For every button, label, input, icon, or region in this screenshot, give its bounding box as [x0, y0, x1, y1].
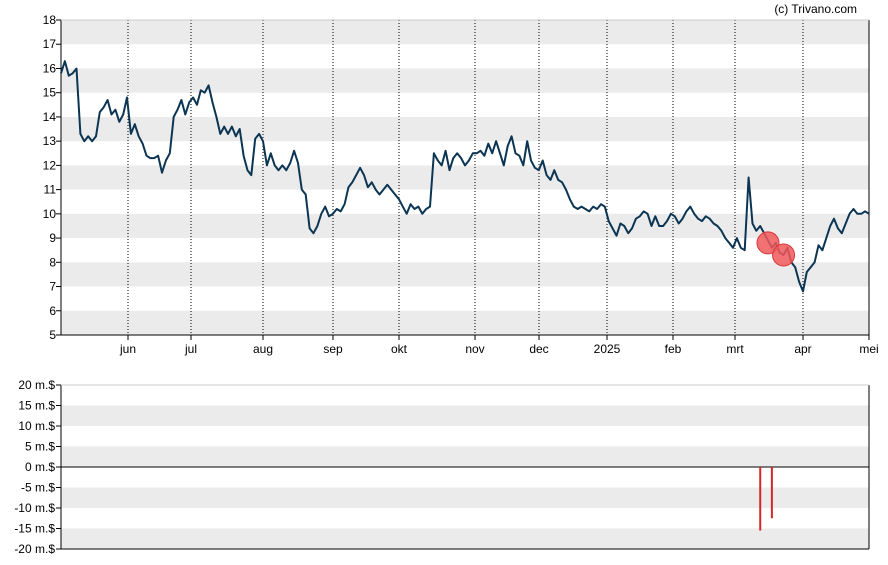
- price-y-tick-label: 11: [44, 183, 57, 197]
- price-x-tick-label: aug: [253, 342, 273, 356]
- volume-y-tick-label: -15 m.$: [14, 522, 55, 536]
- price-band: [61, 116, 869, 142]
- price-band: [61, 68, 869, 93]
- price-y-tick-label: 7: [49, 280, 56, 294]
- volume-y-tick-label: -10 m.$: [14, 501, 55, 515]
- volume-y-tick-label: 20 m.$: [18, 378, 55, 392]
- price-x-tick-label: dec: [529, 342, 548, 356]
- price-y-tick-label: 15: [43, 86, 57, 100]
- volume-band: [61, 528, 869, 549]
- volume-band: [61, 446, 869, 467]
- price-y-tick-label: 14: [43, 110, 57, 124]
- volume-panel-bars: [759, 467, 773, 531]
- price-x-tick-label: feb: [665, 342, 682, 356]
- price-y-tick-label: 16: [43, 61, 57, 75]
- price-x-tick-label: nov: [465, 342, 484, 356]
- price-band: [61, 213, 869, 239]
- price-panel-y-tick-labels: 5 6 7 8 9 10 11 12 13 14 15 16 17 18: [43, 13, 61, 342]
- signal-marker: [756, 231, 780, 255]
- price-y-tick-label: 10: [43, 207, 57, 221]
- credit-label: (c) Trivano.com: [774, 2, 857, 16]
- price-y-tick-label: 17: [43, 37, 57, 51]
- volume-y-tick-label: 0 m.$: [25, 460, 55, 474]
- price-panel-bands: [61, 20, 869, 335]
- volume-panel-axes: [60, 384, 870, 550]
- price-y-tick-label: 5: [49, 328, 56, 342]
- price-x-tick-label: apr: [794, 342, 811, 356]
- signal-markers: [756, 231, 796, 267]
- price-x-tick-label: jun: [119, 342, 136, 356]
- volume-y-tick-label: 10 m.$: [18, 419, 55, 433]
- signal-marker: [772, 243, 796, 267]
- volume-panel-y-tick-labels: -20 m.$ -15 m.$ -10 m.$ -5 m.$ 0 m.$ 5 m.$ 10 …: [14, 378, 61, 556]
- price-x-tick-label: 2025: [594, 342, 621, 356]
- price-band: [61, 310, 869, 335]
- price-y-tick-label: 12: [43, 158, 57, 172]
- volume-band: [61, 405, 869, 426]
- price-x-tick-label: sep: [323, 342, 343, 356]
- volume-y-tick-label: 5 m.$: [25, 440, 55, 454]
- volume-y-tick-label: -20 m.$: [14, 542, 55, 556]
- price-y-tick-label: 8: [49, 255, 56, 269]
- price-panel-x-tick-labels: jun jul aug sep okt nov dec 2025 feb mrt apr mei: [119, 335, 879, 356]
- price-x-tick-label: jul: [184, 342, 197, 356]
- price-band: [61, 165, 869, 190]
- price-band: [61, 20, 869, 45]
- volume-band: [61, 487, 869, 508]
- price-y-tick-label: 6: [49, 304, 56, 318]
- price-y-tick-label: 13: [43, 134, 57, 148]
- price-y-tick-label: 9: [49, 231, 56, 245]
- volume-panel-bands: [61, 405, 869, 549]
- price-band: [61, 262, 869, 287]
- price-x-tick-label: okt: [391, 342, 408, 356]
- price-y-tick-label: 18: [43, 13, 57, 27]
- volume-y-tick-label: -5 m.$: [21, 481, 55, 495]
- volume-y-tick-label: 15 m.$: [18, 399, 55, 413]
- price-x-tick-label: mei: [859, 342, 878, 356]
- price-series-line: [60, 60, 870, 293]
- price-x-tick-label: mrt: [726, 342, 744, 356]
